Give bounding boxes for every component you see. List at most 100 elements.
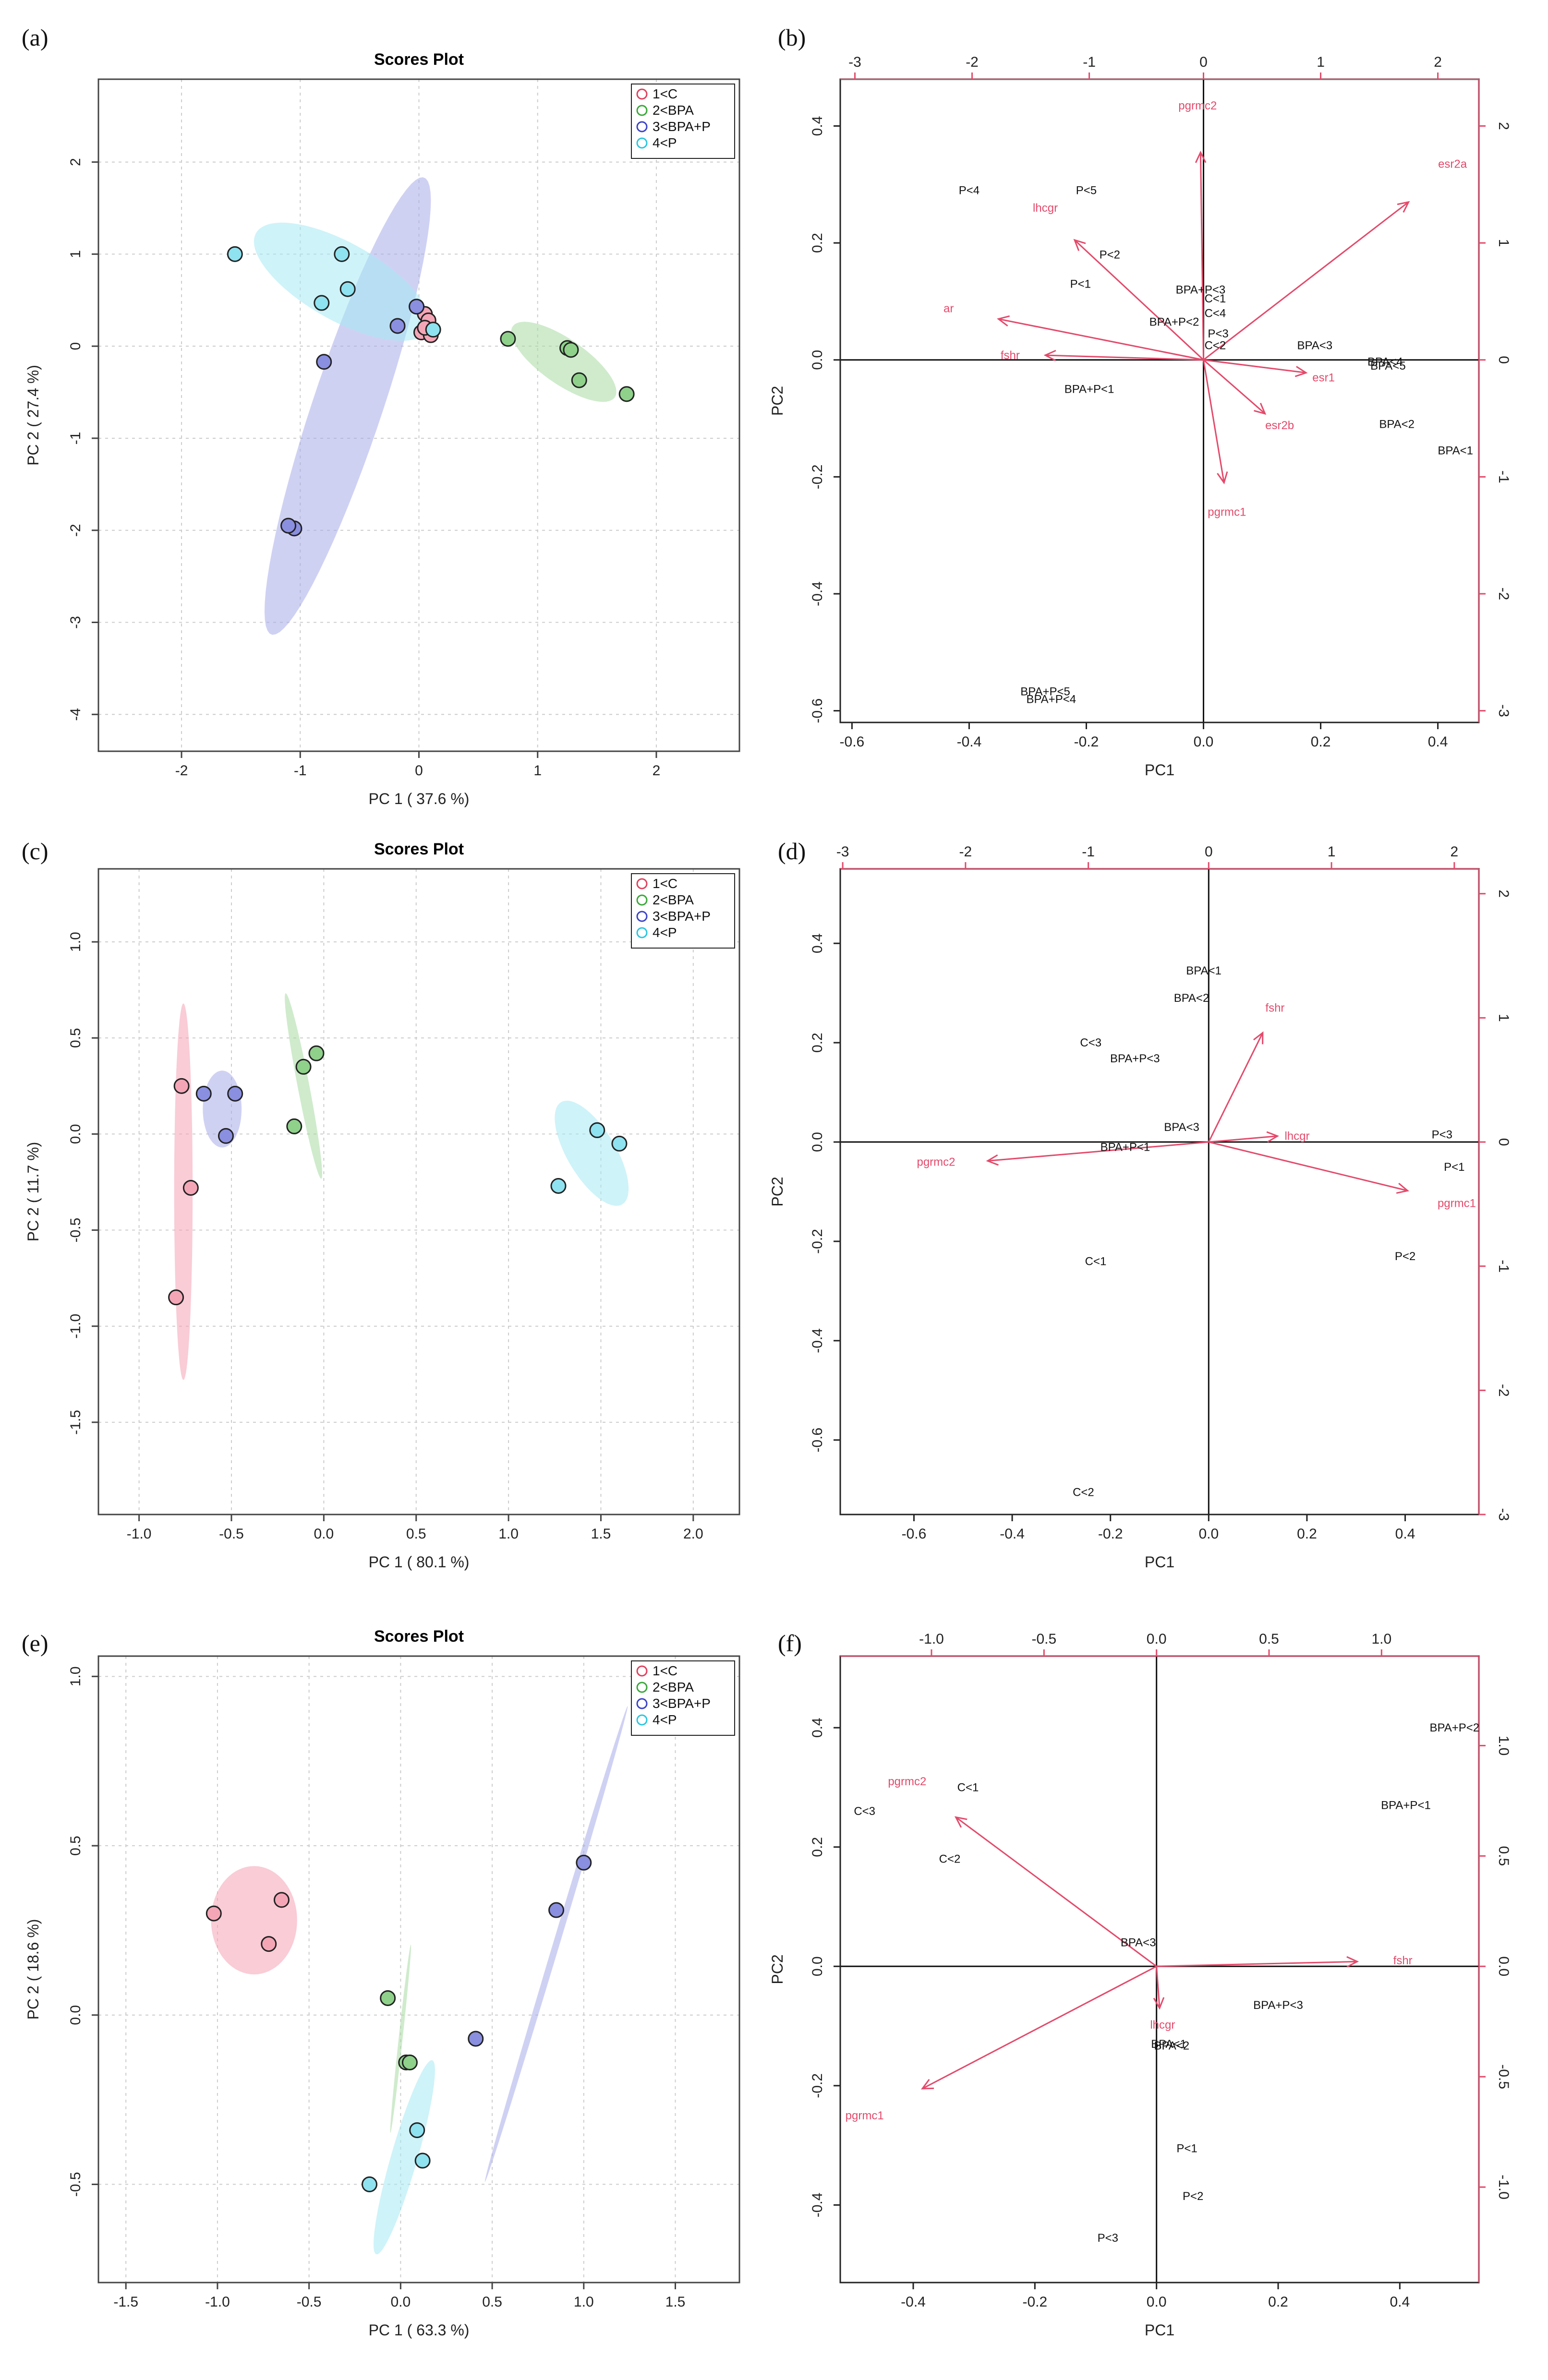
data-point [206, 1905, 222, 1922]
x-axis-label: PC 1 ( 37.6 %) [369, 790, 470, 807]
loading-label: pgrmc2 [917, 1155, 955, 1168]
right-tick-label: 0.0 [1496, 1956, 1512, 1976]
x-tick-label: -2 [175, 763, 188, 779]
x-tick-label: 1.5 [591, 1526, 611, 1542]
x-tick-label: 0.0 [1147, 2294, 1167, 2310]
confidence-ellipse-p [254, 222, 430, 341]
observation-label: C<2 [1073, 1486, 1094, 1499]
y-tick-label: -4 [68, 708, 84, 721]
data-point [295, 1058, 312, 1075]
x-axis-label: PC1 [1145, 2321, 1174, 2339]
legend-marker [636, 1665, 648, 1677]
data-point [286, 1118, 302, 1134]
data-point [576, 1854, 592, 1871]
y-tick-label: 0.0 [810, 1956, 825, 1976]
observation-label: BPA<2 [1174, 992, 1209, 1005]
chart-title: Scores Plot [374, 50, 464, 69]
legend-marker [636, 927, 648, 938]
data-point [362, 2176, 378, 2192]
y-tick-label: -0.5 [68, 2172, 84, 2197]
plot-frame [97, 868, 740, 1515]
legend-entry: 3<BPA+P [653, 1696, 711, 1711]
x-tick-label: 1 [533, 763, 542, 779]
data-point [611, 1135, 628, 1152]
legend-marker [636, 121, 648, 132]
y-tick-label: -0.6 [810, 1428, 825, 1453]
data-point [308, 1045, 325, 1061]
data-point [227, 246, 243, 262]
observation-label: P<3 [1432, 1129, 1452, 1142]
top-tick-label: -1.0 [919, 1631, 944, 1647]
panel-letter-d: (d) [778, 838, 806, 865]
y-tick-label: -2 [68, 524, 84, 537]
panel-letter-b: (b) [778, 24, 806, 51]
y-tick-label: -0.2 [810, 465, 825, 490]
right-tick-label: 0 [1496, 1138, 1512, 1146]
observation-label: BPA+P<1 [1381, 1799, 1431, 1812]
data-point [618, 386, 635, 402]
loading-arrow [1045, 354, 1204, 361]
top-tick-label: -3 [848, 54, 861, 70]
observation-label: BPA+P<2 [1149, 316, 1199, 329]
y-tick-label: 0.0 [68, 1124, 84, 1144]
plot-frame [97, 1655, 740, 2284]
x-tick-label: -0.6 [902, 1526, 927, 1542]
legend-box [631, 873, 735, 949]
right-tick-label: -0.5 [1496, 2064, 1512, 2089]
confidence-ellipse-bpa [390, 1944, 411, 2133]
data-point [168, 1289, 184, 1306]
loading-arrow [1156, 1966, 1161, 2008]
x-tick-label: 0.2 [1268, 2294, 1288, 2310]
loading-arrow [955, 1816, 1157, 1967]
data-point [280, 517, 297, 534]
x-axis-label: PC1 [1145, 761, 1174, 779]
y-axis-label: PC 2 ( 18.6 %) [24, 1919, 42, 2020]
y-tick-label: 0.2 [810, 233, 825, 253]
data-point [273, 1892, 290, 1908]
panel-letter-c: (c) [22, 838, 48, 865]
observation-label: P<4 [959, 184, 980, 197]
x-tick-label: 0.4 [1390, 2294, 1410, 2310]
legend-marker [636, 894, 648, 906]
legend-marker [636, 911, 648, 922]
x-tick-label: -0.4 [1000, 1526, 1025, 1542]
loading-arrowhead [954, 1816, 968, 1828]
data-point [571, 372, 587, 388]
legend-box [631, 84, 735, 159]
observation-label: C<1 [957, 1781, 979, 1794]
x-tick-label: -1.0 [127, 1526, 152, 1542]
y-tick-label: 0.0 [810, 1132, 825, 1152]
top-tick-label: 0.0 [1147, 1631, 1167, 1647]
loading-arrowhead [1266, 1131, 1279, 1143]
plot-frame [839, 868, 1480, 1515]
loading-label: esr2b [1265, 419, 1294, 432]
observation-label: C<4 [1205, 307, 1226, 320]
scores-plot-c: -1.0 -0.5 0.0 0.5 1.0 1.5 2.0 -1.5 -1.0 -0.5 0.0 0.… [24, 840, 740, 1571]
loading-label: lhcgr [1150, 2019, 1175, 2031]
top-tick-label: 1 [1328, 844, 1336, 860]
top-tick-label: -3 [836, 844, 849, 860]
right-tick-label: 1 [1496, 1014, 1512, 1022]
top-tick-label: 1.0 [1371, 1631, 1391, 1647]
loading-arrowhead [997, 315, 1010, 327]
plot-frame [839, 78, 1480, 723]
x-tick-label: 0.2 [1297, 1526, 1317, 1542]
loading-label: pgrmc2 [1178, 99, 1217, 112]
data-point [563, 342, 579, 358]
loading-arrowhead [1346, 1956, 1359, 1968]
loading-arrow [1203, 201, 1409, 361]
legend-marker [636, 1682, 648, 1693]
x-axis-label: PC 1 ( 80.1 %) [369, 1553, 470, 1571]
top-tick-label: 0 [1205, 844, 1213, 860]
loading-label: lhcgr [1033, 202, 1058, 215]
loading-arrow [1203, 360, 1225, 483]
x-tick-label: 1.0 [574, 2294, 594, 2310]
x-axis-label: PC1 [1145, 1553, 1174, 1571]
y-axis-label: PC2 [769, 386, 786, 416]
data-point [414, 2152, 431, 2169]
legend-entry: 2<BPA [653, 892, 694, 907]
legend-entry: 2<BPA [653, 103, 694, 118]
panel-letter-a: (a) [22, 24, 48, 51]
right-tick-label: -3 [1496, 1508, 1512, 1521]
data-point [227, 1085, 243, 1102]
